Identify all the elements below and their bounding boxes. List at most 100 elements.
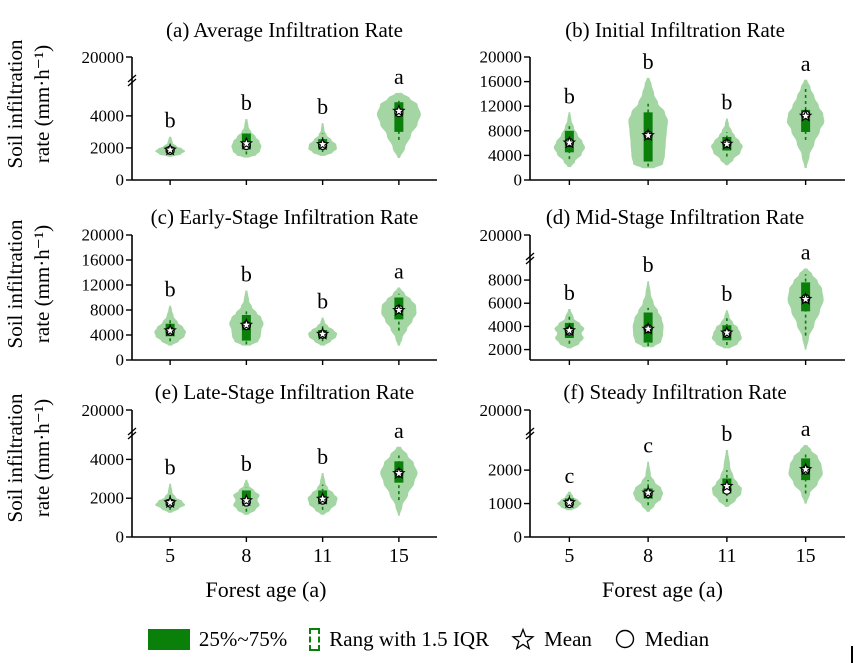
y-tick-label: 4000 <box>488 317 522 336</box>
y-tick-label: 0 <box>116 351 125 370</box>
axis-break-mark <box>525 256 535 265</box>
legend-mean-star-icon <box>511 627 535 651</box>
legend-item-range: Rang with 1.5 IQR <box>309 627 489 652</box>
x-tick-label: 8 <box>643 545 653 567</box>
mean-marker-a-5 <box>163 142 177 156</box>
significance-letter-b-8: b <box>643 50 654 74</box>
y-axis-label-line1: Soil infiltration <box>3 219 27 349</box>
y-tick-label: 16000 <box>480 72 523 91</box>
significance-letter-e-5: b <box>165 455 176 480</box>
panel-e-chart: b b b a 0 2000 4000 20000 5 8 11 15 <box>82 401 437 567</box>
mean-marker-f-15 <box>798 462 813 476</box>
mean-marker-c-11 <box>315 327 330 340</box>
panel-b-chart: b b b a 0 4000 8000 12000 16000 20000 <box>480 50 845 190</box>
y-axis-label-line2: rate (mm·h⁻¹) <box>30 398 54 518</box>
mean-marker-c-5 <box>163 323 177 337</box>
significance-letter-a-15: a <box>394 64 404 89</box>
panel-a-title: (a) Average Infiltration Rate <box>166 18 403 42</box>
panel-c-title: (c) Early-Stage Infiltration Rate <box>150 205 419 229</box>
mean-marker-b-11 <box>720 136 734 150</box>
panel-a-chart: b b b a 0 2000 4000 20000 <box>82 50 437 190</box>
mean-marker-f-11 <box>720 479 734 492</box>
significance-letter-a-8: b <box>241 90 252 115</box>
significance-letter-d-8: b <box>643 252 654 277</box>
axis-break-mark <box>127 74 137 83</box>
significance-letter-d-5: b <box>564 280 575 305</box>
y-tick-label: 20000 <box>82 401 124 420</box>
y-tick-label: 6000 <box>488 294 522 313</box>
significance-letter-b-11: b <box>721 90 732 115</box>
legend-iqr-swatch <box>147 628 190 650</box>
y-tick-label: 2000 <box>90 489 124 508</box>
axis-break-mark <box>525 431 535 440</box>
significance-letter-e-15: a <box>394 418 404 443</box>
significance-letter-c-5: b <box>165 277 176 302</box>
mean-marker-f-5 <box>562 495 577 509</box>
significance-letter-d-11: b <box>721 281 732 306</box>
legend-iqr-label: 25%~75% <box>198 626 288 651</box>
significance-letter-f-15: a <box>801 416 811 441</box>
iqr-box-b-15 <box>801 109 811 133</box>
y-tick-label: 20000 <box>82 50 124 67</box>
y-axis-label-row3: Soil infiltration rate (mm·h⁻¹) <box>2 372 66 544</box>
x-tick-label: 15 <box>796 545 816 567</box>
mean-marker-b-5 <box>562 135 577 149</box>
y-axis-label-line1: Soil infiltration <box>3 39 27 169</box>
legend-item-median: Median <box>614 627 709 652</box>
significance-letter-f-11: b <box>721 421 732 446</box>
x-tick-label: 11 <box>717 545 736 567</box>
legend-range-label: Rang with 1.5 IQR <box>329 626 490 651</box>
x-tick-label: 8 <box>241 545 251 567</box>
y-tick-label: 8000 <box>90 301 124 320</box>
legend-median-circle-icon <box>615 629 635 649</box>
y-axis-label-line2: rate (mm·h⁻¹) <box>30 44 54 164</box>
y-axis-label-line1: Soil infiltration <box>3 393 27 523</box>
y-tick-label: 0 <box>514 171 523 190</box>
x-tick-label: 11 <box>313 545 332 567</box>
significance-letter-f-5: c <box>564 463 574 488</box>
mean-marker-e-11 <box>315 491 330 505</box>
x-tick-label: 5 <box>165 545 175 567</box>
significance-letter-c-15: a <box>394 259 404 284</box>
mean-marker-d-15 <box>798 292 813 305</box>
legend-item-iqr: 25%~75% <box>147 626 288 652</box>
mean-marker-b-15 <box>798 108 813 122</box>
scrollbar-artifact <box>851 646 853 663</box>
mean-marker-c-8 <box>239 317 254 331</box>
mean-marker-d-8 <box>641 321 655 335</box>
panel-f-title: (f) Steady Infiltration Rate <box>563 380 787 404</box>
legend: 25%~75% Rang with 1.5 IQR Mean Median <box>0 620 857 658</box>
mean-marker-a-15 <box>392 104 406 117</box>
significance-letter-a-5: b <box>165 108 176 133</box>
y-tick-label: 2000 <box>90 138 124 157</box>
y-tick-label: 20000 <box>480 228 523 245</box>
mean-marker-e-15 <box>392 466 406 480</box>
y-tick-label: 12000 <box>82 276 124 295</box>
mean-marker-e-8 <box>239 493 254 507</box>
x-tick-label: 15 <box>389 545 409 567</box>
legend-mean-label: Mean <box>544 626 592 651</box>
significance-letter-b-15: a <box>801 51 811 76</box>
significance-letter-c-8: b <box>241 262 252 287</box>
significance-letter-e-11: b <box>317 444 328 469</box>
mean-marker-a-11 <box>315 137 330 151</box>
panel-c-chart: b b b a 0 4000 8000 12000 16000 20000 <box>82 228 437 370</box>
panel-d-title: (d) Mid-Stage Infiltration Rate <box>545 205 805 229</box>
y-tick-label: 20000 <box>480 401 523 420</box>
mean-marker-d-11 <box>720 325 734 339</box>
y-tick-label: 0 <box>514 528 523 547</box>
axis-break-mark <box>525 252 535 261</box>
axis-break-mark <box>525 427 535 436</box>
y-axis-label-row1: Soil infiltration rate (mm·h⁻¹) <box>2 18 66 190</box>
significance-letter-f-8: c <box>643 433 653 458</box>
mean-marker-b-8 <box>641 128 655 142</box>
x-axis-label-left: Forest age (a) <box>205 577 327 602</box>
y-tick-label: 4000 <box>90 326 124 345</box>
significance-letter-a-11: b <box>317 94 328 119</box>
y-axis-label-row2: Soil infiltration rate (mm·h⁻¹) <box>2 198 66 370</box>
panel-e-title: (e) Late-Stage Infiltration Rate <box>154 380 415 404</box>
y-tick-label: 0 <box>116 528 125 547</box>
panel-d-chart: b b b a 2000 4000 6000 8000 20000 <box>480 228 845 365</box>
x-axis-label-right: Forest age (a) <box>602 577 723 602</box>
axis-break-mark <box>127 78 137 87</box>
